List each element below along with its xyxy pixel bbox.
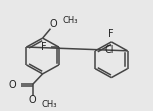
- Text: O: O: [29, 95, 37, 105]
- Text: CH₃: CH₃: [62, 16, 78, 25]
- Text: Cl: Cl: [104, 45, 114, 55]
- Text: CH₃: CH₃: [42, 100, 57, 109]
- Text: F: F: [41, 42, 47, 52]
- Text: F: F: [108, 29, 113, 39]
- Text: O: O: [50, 19, 57, 29]
- Text: O: O: [9, 80, 16, 90]
